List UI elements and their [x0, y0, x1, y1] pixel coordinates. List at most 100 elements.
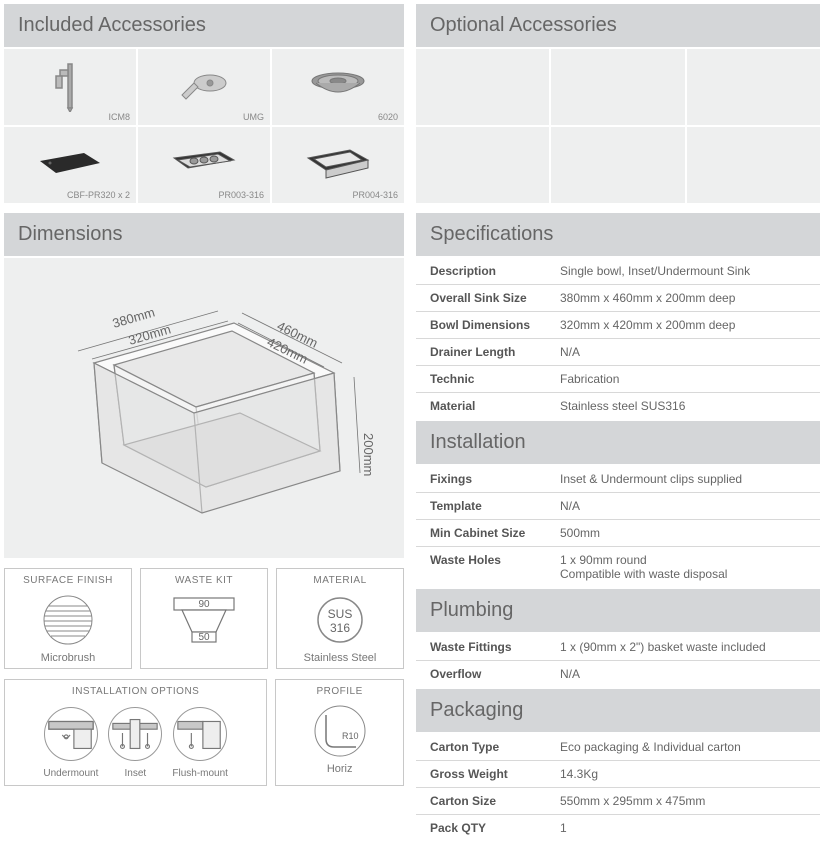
info-row-1: SURFACE FINISH Microbrush WASTE — [4, 568, 404, 669]
left-column: Included Accessories ICM8 — [4, 4, 404, 843]
accessory-label: 6020 — [378, 112, 398, 122]
spec-row: MaterialStainless steel SUS316 — [416, 393, 820, 419]
svg-text:R10: R10 — [342, 731, 359, 741]
profile-icon: R10 — [312, 703, 368, 759]
accessory-label: CBF-PR320 x 2 — [67, 190, 130, 200]
strainer-icon — [310, 71, 366, 103]
card-title: PROFILE — [280, 686, 399, 697]
accessory-label: PR004-316 — [352, 190, 398, 200]
spec-row: Carton Size550mm x 295mm x 475mm — [416, 788, 820, 815]
spec-val: 1 — [560, 821, 567, 835]
spec-row: Waste Fittings1 x (90mm x 2") basket was… — [416, 634, 820, 661]
spec-key: Template — [430, 499, 560, 513]
spec-row: Carton TypeEco packaging & Individual ca… — [416, 734, 820, 761]
card-caption: Horiz — [280, 763, 399, 775]
card-title: WASTE KIT — [145, 575, 263, 586]
plumbing-header: Plumbing — [416, 589, 820, 632]
inset-icon — [108, 707, 162, 761]
spec-row: Drainer LengthN/A — [416, 339, 820, 366]
spec-val: 320mm x 420mm x 200mm deep — [560, 318, 735, 332]
install-option: Inset — [108, 707, 162, 779]
spec-row: Gross Weight14.3Kg — [416, 761, 820, 788]
dimensions-diagram: 380mm 320mm 460mm 420mm 200mm — [4, 258, 404, 558]
spec-val: 550mm x 295mm x 475mm — [560, 794, 705, 808]
accessory-label: UMG — [243, 112, 264, 122]
spec-key: Description — [430, 264, 560, 278]
svg-text:50: 50 — [198, 632, 210, 643]
card-title: MATERIAL — [281, 575, 399, 586]
info-row-2: INSTALLATION OPTIONS Underm — [4, 679, 404, 786]
spec-row: Waste Holes1 x 90mm roundCompatible with… — [416, 547, 820, 587]
spec-row: TechnicFabrication — [416, 366, 820, 393]
spec-row: OverflowN/A — [416, 661, 820, 687]
spec-key: Gross Weight — [430, 767, 560, 781]
install-caption: Undermount — [43, 768, 98, 779]
spec-row: Pack QTY1 — [416, 815, 820, 841]
material-icon: SUS 316 — [314, 594, 366, 646]
accessory-label: PR003-316 — [218, 190, 264, 200]
spec-key: Carton Size — [430, 794, 560, 808]
spec-row: FixingsInset & Undermount clips supplied — [416, 466, 820, 493]
material-card: MATERIAL SUS 316 Stainless Steel — [276, 568, 404, 669]
accessory-cell: 6020 — [272, 49, 404, 125]
microbrush-icon — [42, 594, 94, 646]
install-header: Installation — [416, 421, 820, 464]
accessory-cell: CBF-PR320 x 2 — [4, 127, 136, 203]
dimensions-header: Dimensions — [4, 213, 404, 256]
install-option: Flush-mount — [172, 707, 228, 779]
spec-key: Drainer Length — [430, 345, 560, 359]
spec-row: Overall Sink Size380mm x 460mm x 200mm d… — [416, 285, 820, 312]
plumbing-table: Waste Fittings1 x (90mm x 2") basket was… — [416, 634, 820, 687]
accessory-cell-empty — [416, 127, 549, 203]
colander-icon — [172, 150, 236, 180]
packaging-table: Carton TypeEco packaging & Individual ca… — [416, 734, 820, 841]
profile-card: PROFILE R10 Horiz — [275, 679, 404, 786]
spec-val: 500mm — [560, 526, 600, 540]
surface-finish-card: SURFACE FINISH Microbrush — [4, 568, 132, 669]
spec-key: Technic — [430, 372, 560, 386]
spec-val: 14.3Kg — [560, 767, 598, 781]
install-caption: Inset — [108, 768, 162, 779]
spec-val: 1 x (90mm x 2") basket waste included — [560, 640, 766, 654]
waste-kit-card: WASTE KIT 90 50 — [140, 568, 268, 669]
waste-kit-icon: 90 50 — [164, 592, 244, 648]
optional-header: Optional Accessories — [416, 4, 820, 47]
svg-text:316: 316 — [330, 621, 350, 635]
spec-val: Eco packaging & Individual carton — [560, 740, 741, 754]
accessory-cell-empty — [551, 127, 684, 203]
board-icon — [38, 151, 102, 179]
spec-key: Waste Holes — [430, 553, 560, 581]
card-caption: Stainless Steel — [281, 652, 399, 664]
clamp-icon — [50, 62, 90, 112]
specs-header: Specifications — [416, 213, 820, 256]
spec-key: Bowl Dimensions — [430, 318, 560, 332]
spec-key: Pack QTY — [430, 821, 560, 835]
accessory-cell: PR004-316 — [272, 127, 404, 203]
right-column: Optional Accessories Specifications Desc… — [416, 4, 820, 843]
accessory-cell: PR003-316 — [138, 127, 270, 203]
bracket-icon — [178, 69, 230, 105]
accessory-cell-empty — [416, 49, 549, 125]
spec-row: DescriptionSingle bowl, Inset/Undermount… — [416, 258, 820, 285]
specs-table: DescriptionSingle bowl, Inset/Undermount… — [416, 258, 820, 419]
packaging-header: Packaging — [416, 689, 820, 732]
card-title: SURFACE FINISH — [9, 575, 127, 586]
accessory-cell-empty — [687, 49, 820, 125]
spec-val: Single bowl, Inset/Undermount Sink — [560, 264, 750, 278]
accessory-cell-empty — [551, 49, 684, 125]
optional-accessories-grid — [416, 49, 820, 203]
spec-sheet: Included Accessories ICM8 — [0, 0, 824, 847]
spec-val: N/A — [560, 667, 580, 681]
dim-depth: 200mm — [361, 433, 376, 476]
spec-row: TemplateN/A — [416, 493, 820, 520]
accessory-cell-empty — [687, 127, 820, 203]
spec-val: Stainless steel SUS316 — [560, 399, 685, 413]
install-caption: Flush-mount — [172, 768, 228, 779]
spec-key: Fixings — [430, 472, 560, 486]
spec-row: Bowl Dimensions320mm x 420mm x 200mm dee… — [416, 312, 820, 339]
card-caption: Microbrush — [9, 652, 127, 664]
undermount-icon — [44, 707, 98, 761]
accessory-label: ICM8 — [108, 112, 130, 122]
tray-icon — [306, 148, 370, 182]
included-accessories-grid: ICM8 UMG — [4, 49, 404, 203]
